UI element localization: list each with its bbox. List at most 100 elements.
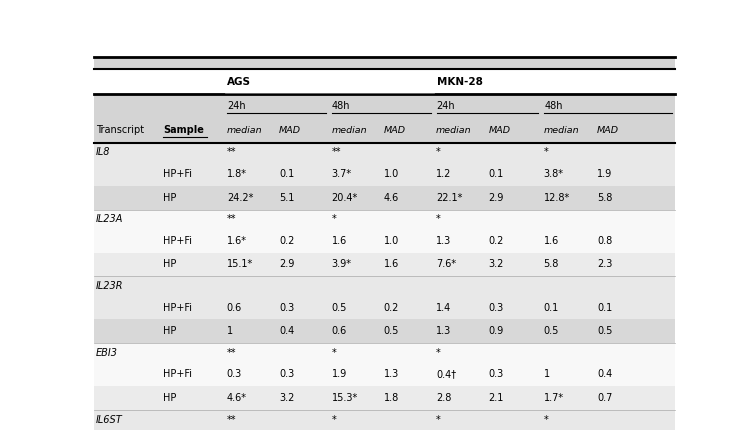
Text: 0.3: 0.3 [279,303,295,313]
Bar [94,186,675,209]
Text: EBI3: EBI3 [96,348,118,358]
Bar [94,118,675,143]
Text: 0.5: 0.5 [544,326,559,336]
Text: **: ** [226,415,236,425]
Text: 0.2: 0.2 [488,236,504,246]
Text: MAD: MAD [597,126,619,135]
Text: *: * [436,348,441,358]
Text: 48h: 48h [544,101,562,111]
Bar [94,57,675,69]
Text: 0.1: 0.1 [544,303,559,313]
Bar [94,209,675,229]
Bar [94,295,675,319]
Text: 1.3: 1.3 [436,326,451,336]
Bar [94,319,675,343]
Text: 2.3: 2.3 [597,259,613,270]
Text: 1.6: 1.6 [544,236,559,246]
Bar [94,143,675,162]
Text: IL23A: IL23A [96,214,124,224]
Text: MAD: MAD [279,126,302,135]
Text: 1.3: 1.3 [436,236,451,246]
Text: 1.9: 1.9 [332,369,346,379]
Bar [94,362,675,386]
Text: 1.9: 1.9 [597,169,612,179]
Text: **: ** [226,348,236,358]
Text: 1.6*: 1.6* [226,236,247,246]
Text: median: median [544,126,579,135]
Text: 24.2*: 24.2* [226,193,254,203]
Text: 0.5: 0.5 [597,326,613,336]
Bar [94,94,675,118]
Text: 0.2: 0.2 [279,236,295,246]
Text: 0.6: 0.6 [332,326,346,336]
Text: HP+Fi: HP+Fi [163,303,192,313]
Bar [94,276,675,295]
Bar [94,386,675,410]
Text: *: * [332,214,336,224]
Text: 4.6: 4.6 [384,193,399,203]
Text: 0.1: 0.1 [488,169,504,179]
Text: MAD: MAD [384,126,406,135]
Text: 0.3: 0.3 [226,369,242,379]
Text: 1.7*: 1.7* [544,393,564,403]
Text: 1: 1 [226,326,233,336]
Text: 2.9: 2.9 [488,193,504,203]
Text: 0.3: 0.3 [488,369,504,379]
Text: 0.3: 0.3 [279,369,295,379]
Text: 5.8: 5.8 [544,259,559,270]
Text: *: * [436,415,441,425]
Bar [94,252,675,276]
Text: IL6ST: IL6ST [96,415,123,425]
Text: 3.9*: 3.9* [332,259,352,270]
Text: HP+Fi: HP+Fi [163,369,192,379]
Text: 1.0: 1.0 [384,236,399,246]
Text: 1.2: 1.2 [436,169,451,179]
Text: median: median [332,126,367,135]
Text: *: * [436,214,441,224]
Text: HP: HP [163,326,176,336]
Bar [94,162,675,186]
Text: 2.1: 2.1 [488,393,504,403]
Bar [94,229,675,252]
Text: 0.1: 0.1 [597,303,612,313]
Text: 0.8: 0.8 [597,236,612,246]
Text: *: * [332,348,336,358]
Text: 0.5: 0.5 [384,326,399,336]
Text: 3.2: 3.2 [488,259,504,270]
Text: median: median [226,126,262,135]
Bar [94,69,675,94]
Text: 5.8: 5.8 [597,193,613,203]
Text: 22.1*: 22.1* [436,193,463,203]
Text: *: * [436,147,441,157]
Text: 7.6*: 7.6* [436,259,456,270]
Text: 1.6: 1.6 [332,236,346,246]
Text: 1.8: 1.8 [384,393,399,403]
Text: 1.4: 1.4 [436,303,451,313]
Text: 0.4: 0.4 [279,326,295,336]
Text: *: * [544,415,548,425]
Text: AGS: AGS [227,77,251,86]
Text: 5.1: 5.1 [279,193,295,203]
Text: 0.6: 0.6 [226,303,242,313]
Text: **: ** [226,147,236,157]
Text: MAD: MAD [488,126,511,135]
Text: median: median [436,126,472,135]
Text: HP: HP [163,259,176,270]
Text: **: ** [226,214,236,224]
Text: 1: 1 [544,369,550,379]
Text: Sample: Sample [163,125,204,135]
Text: 4.6*: 4.6* [226,393,247,403]
Text: 1.3: 1.3 [384,369,399,379]
Text: MKN-28: MKN-28 [436,77,482,86]
Text: IL23R: IL23R [96,281,124,291]
Text: Transcript: Transcript [96,125,144,135]
Text: 20.4*: 20.4* [332,193,358,203]
Text: 1.6: 1.6 [384,259,399,270]
Text: 0.1: 0.1 [279,169,295,179]
Text: HP: HP [163,193,176,203]
Text: 0.4†: 0.4† [436,369,456,379]
Text: 15.1*: 15.1* [226,259,253,270]
Text: 1.8*: 1.8* [226,169,247,179]
Text: 48h: 48h [332,101,350,111]
Text: 0.5: 0.5 [332,303,346,313]
